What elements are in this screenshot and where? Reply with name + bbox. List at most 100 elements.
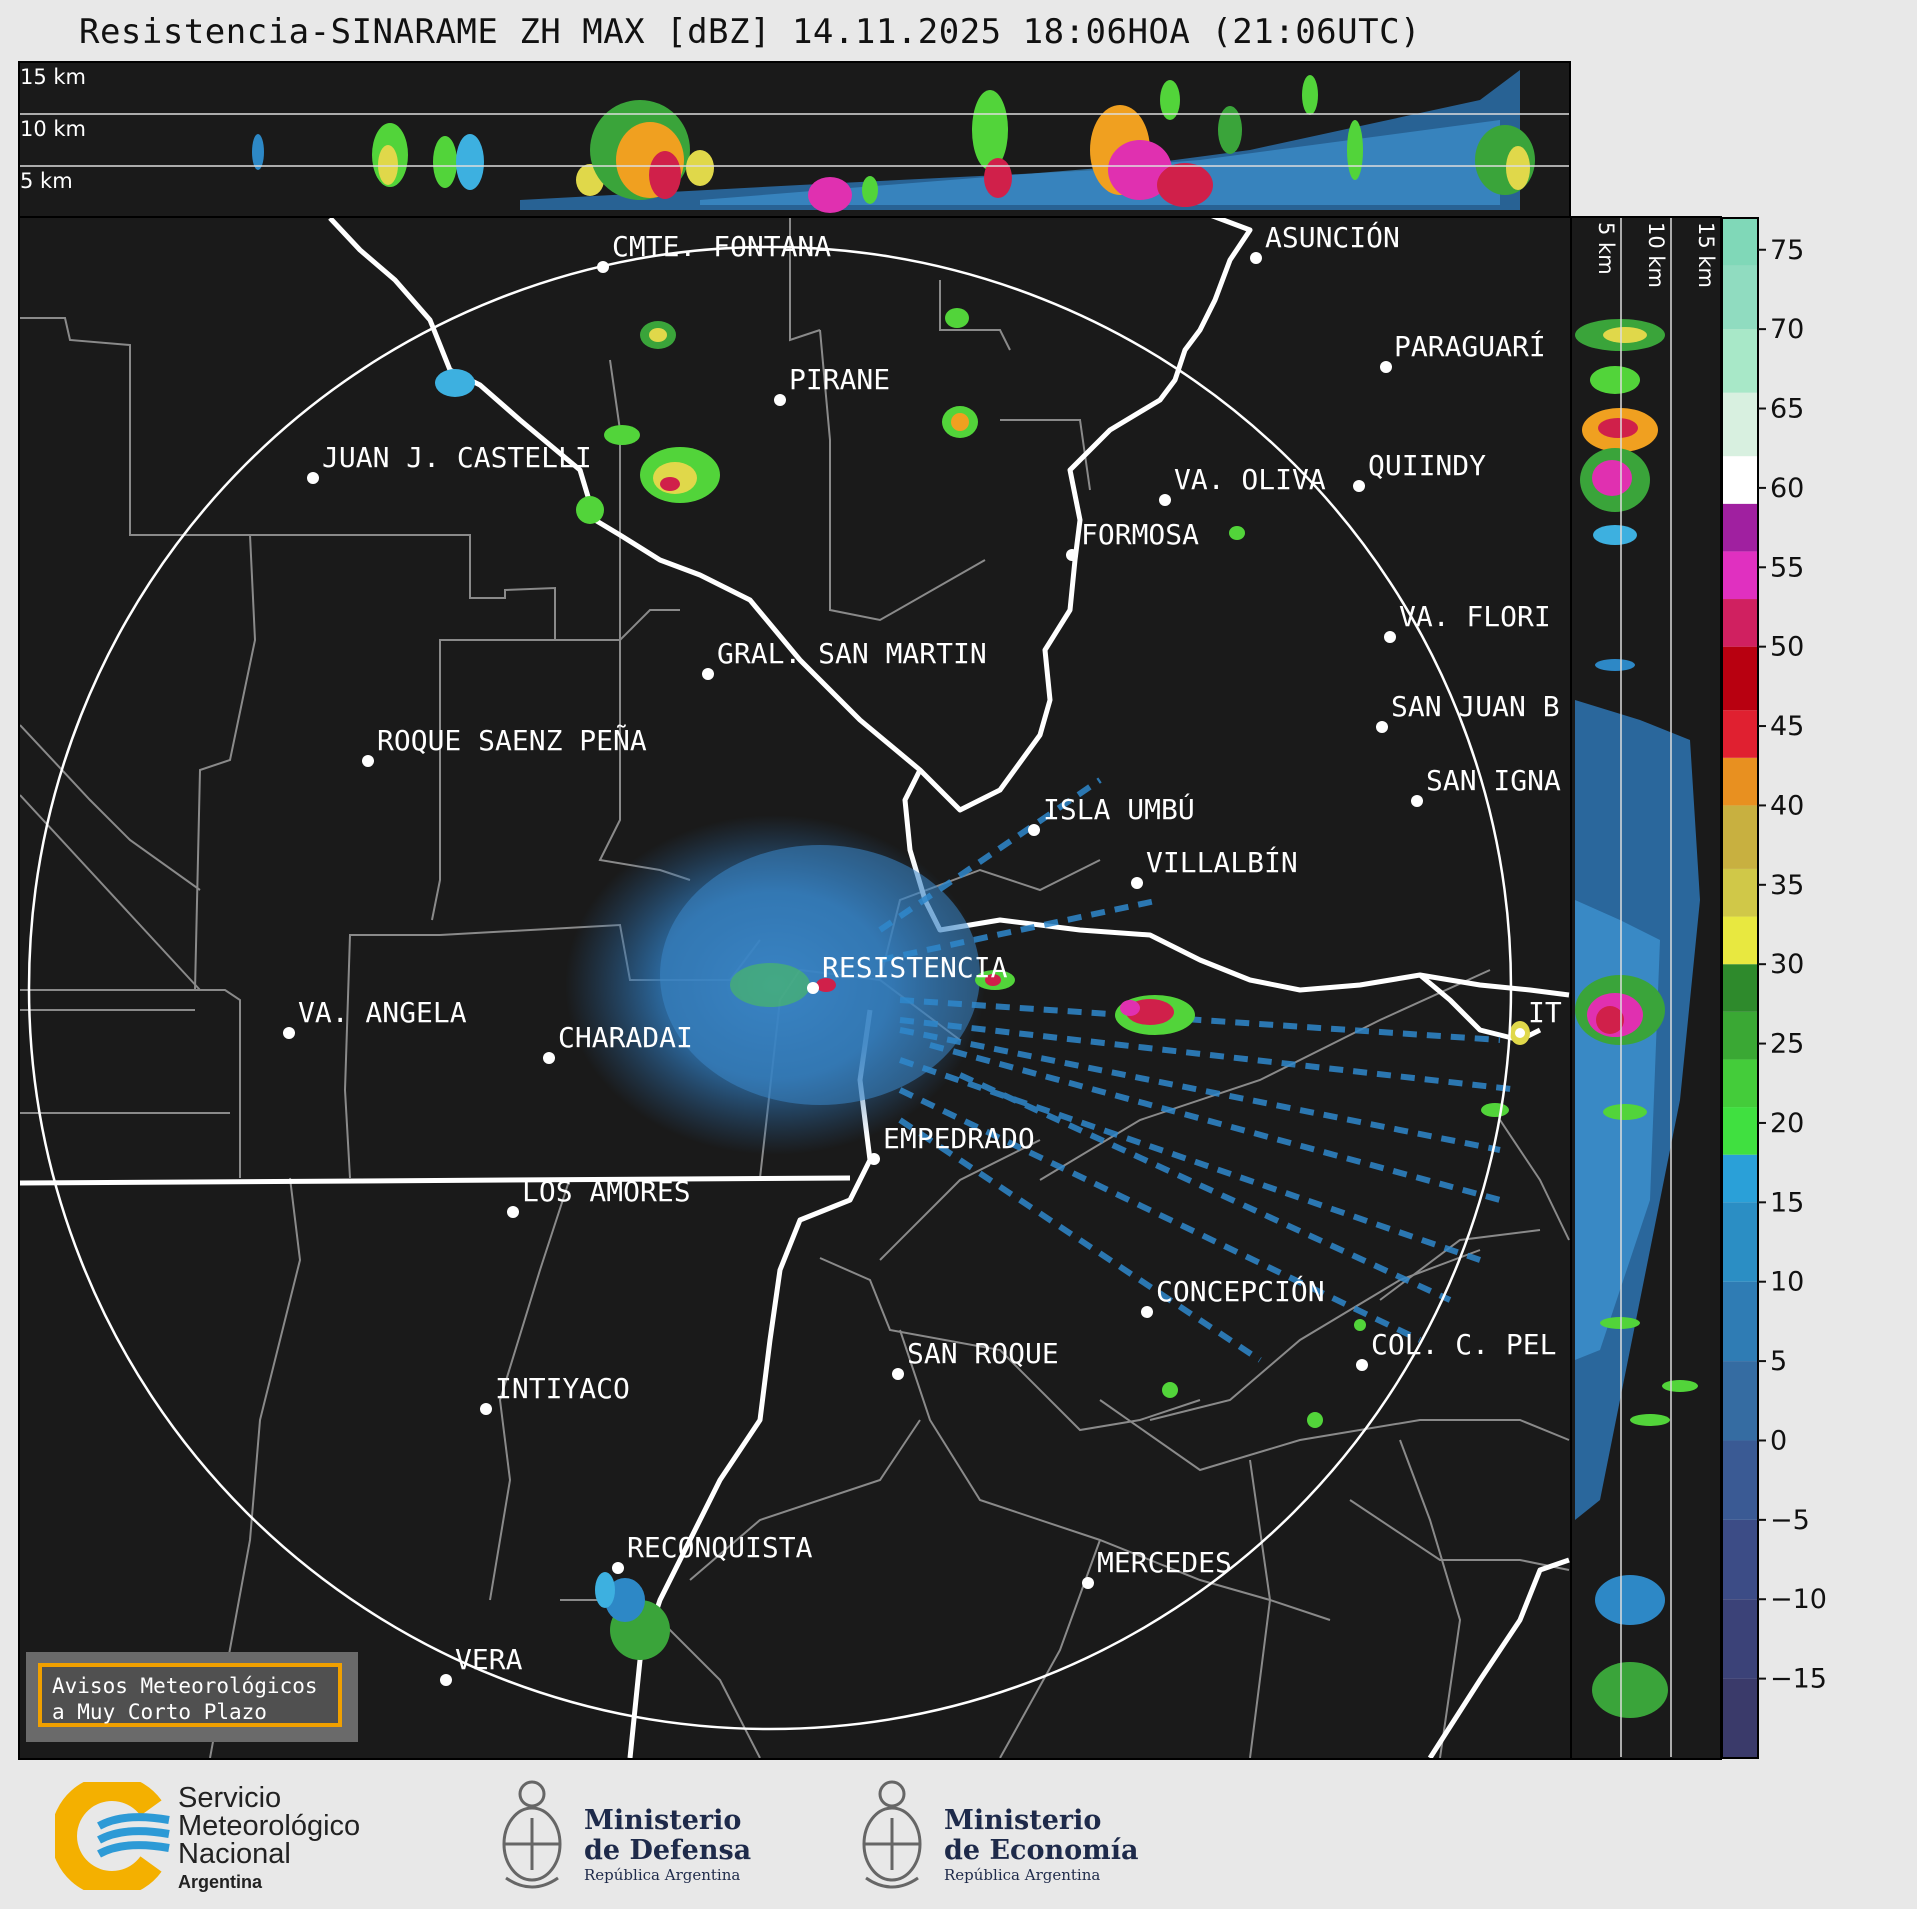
city-dot [1515, 1028, 1525, 1038]
city-dot [1380, 361, 1392, 373]
city-dot [774, 394, 786, 406]
city-label-san-juan-b: SAN JUAN B [1391, 690, 1560, 723]
colorbar-segment [1722, 710, 1758, 758]
city-dot [1082, 1577, 1094, 1589]
colorbar-tick-label: 30 [1770, 949, 1804, 980]
city-dot [1066, 549, 1078, 561]
colorbar-tick-label: 75 [1770, 235, 1804, 266]
smn-line-4: Argentina [178, 1872, 263, 1892]
department-boundaries [20, 218, 1570, 1758]
map-title: Resistencia-SINARAME ZH MAX [dBZ] 14.11.… [78, 12, 1422, 52]
colorbar-segment [1722, 551, 1758, 600]
city-label-charadai: CHARADAI [558, 1021, 693, 1054]
colorbar-tick-label: 55 [1770, 552, 1804, 583]
colorbar-segment [1722, 1202, 1758, 1282]
colorbar-segment [1722, 868, 1758, 917]
city-dot [283, 1027, 295, 1039]
city-dot [1028, 824, 1040, 836]
colorbar-tick-label: 0 [1770, 1425, 1787, 1456]
city-dot [1159, 494, 1171, 506]
smn-line-1: Servicio [178, 1782, 282, 1814]
colorbar-segment [1722, 1519, 1758, 1600]
colorbar-tick-label: 40 [1770, 790, 1804, 821]
colorbar-tick-label: 50 [1770, 632, 1804, 663]
colorbar-segment [1722, 265, 1758, 330]
city-dot [1353, 480, 1365, 492]
colorbar-segment [1722, 1059, 1758, 1108]
city-label-asuncion: ASUNCIÓN [1265, 220, 1400, 254]
colorbar-segment [1722, 329, 1758, 393]
defensa-line-1: Ministerio [584, 1805, 742, 1836]
smn-logo-icon [55, 1782, 170, 1890]
side-label-15km: 15 km [1694, 222, 1718, 288]
colorbar-segment [1722, 1599, 1758, 1679]
smn-line-2: Meteorológico [178, 1810, 361, 1842]
city-label-cmte-fontana: CMTE. FONTANA [612, 230, 831, 263]
top-cross-section-panel: 15 km 10 km 5 km [18, 61, 1571, 218]
city-label-isla-umbu: ISLA UMBÚ [1043, 792, 1195, 826]
city-markers [283, 252, 1525, 1686]
smn-logo-text: Servicio Meteorológico Nacional Argentin… [178, 1784, 360, 1896]
top-label-10km: 10 km [20, 117, 86, 141]
colorbar-segment [1722, 757, 1758, 806]
city-label-gral-san-martin: GRAL. SAN MARTIN [717, 637, 987, 670]
city-label-villalbin: VILLALBÍN [1146, 845, 1298, 879]
colorbar-tick-label: 65 [1770, 394, 1804, 425]
coat-of-arms-icon-defensa [502, 1780, 562, 1889]
colorbar-segment [1722, 964, 1758, 1012]
colorbar-tick-label: 10 [1770, 1267, 1804, 1298]
colorbar-tick-label: 35 [1770, 870, 1804, 901]
city-labels: CMTE. FONTANA ASUNCIÓN PARAGUARÍ PIRANE … [298, 220, 1562, 1676]
colorbar-tick-label: 20 [1770, 1108, 1804, 1139]
city-label-paraguari: PARAGUARÍ [1394, 329, 1546, 363]
coat-of-arms-icon-economia [862, 1780, 922, 1889]
colorbar-segment [1722, 1281, 1758, 1362]
colorbar-segment [1722, 1440, 1758, 1520]
colorbar-tick-label: 70 [1770, 314, 1804, 345]
economia-line-2: de Economía [944, 1835, 1139, 1866]
city-dot [868, 1153, 880, 1165]
city-dot [440, 1674, 452, 1686]
colorbar-segment [1722, 1011, 1758, 1060]
top-label-5km: 5 km [20, 169, 73, 193]
city-label-col-c-pel: COL. C. PEL [1371, 1328, 1556, 1361]
city-dot [612, 1562, 624, 1574]
city-dot [1384, 631, 1396, 643]
ministerio-defensa-logo-text: Ministerio de Defensa República Argentin… [584, 1805, 751, 1885]
city-dot [1131, 877, 1143, 889]
colorbar-segment [1722, 218, 1758, 266]
colorbar-tick-label: 5 [1770, 1346, 1787, 1377]
avisos-line-1: Avisos Meteorológicos [52, 1674, 318, 1698]
avisos-line-2: a Muy Corto Plazo [52, 1700, 267, 1724]
city-dot [480, 1403, 492, 1415]
city-dot [1250, 252, 1262, 264]
radial-streaks [878, 777, 1521, 1363]
city-label-empedrado: EMPEDRADO [883, 1122, 1035, 1155]
city-dot [1356, 1359, 1368, 1371]
colorbar-tick-label: −15 [1770, 1664, 1827, 1695]
colorbar-segment [1722, 503, 1758, 552]
city-dot [1141, 1306, 1153, 1318]
side-cross-section-panel: 5 km 10 km 15 km [1570, 216, 1722, 1760]
colorbar-segment [1722, 456, 1758, 504]
side-label-10km: 10 km [1644, 222, 1668, 288]
city-dot [597, 261, 609, 273]
colorbar-tick-label: 15 [1770, 1187, 1804, 1218]
colorbar-tick-label: 45 [1770, 711, 1804, 742]
city-label-mercedes: MERCEDES [1097, 1546, 1232, 1579]
economia-line-3: República Argentina [944, 1866, 1101, 1884]
colorbar-segment [1722, 916, 1758, 965]
city-dot [702, 668, 714, 680]
defensa-line-3: República Argentina [584, 1866, 741, 1884]
radar-map-panel: CMTE. FONTANA ASUNCIÓN PARAGUARÍ PIRANE … [18, 216, 1572, 1760]
city-label-resistencia: RESISTENCIA [822, 951, 1008, 984]
city-label-juan-j-castelli: JUAN J. CASTELLI [322, 441, 592, 474]
city-label-san-roque: SAN ROQUE [907, 1337, 1059, 1370]
city-label-it: IT [1528, 996, 1562, 1029]
smn-line-3: Nacional [178, 1838, 291, 1870]
avisos-box: Avisos Meteorológicos a Muy Corto Plazo [38, 1663, 342, 1727]
colorbar-segment [1722, 646, 1758, 711]
city-dot [362, 755, 374, 767]
